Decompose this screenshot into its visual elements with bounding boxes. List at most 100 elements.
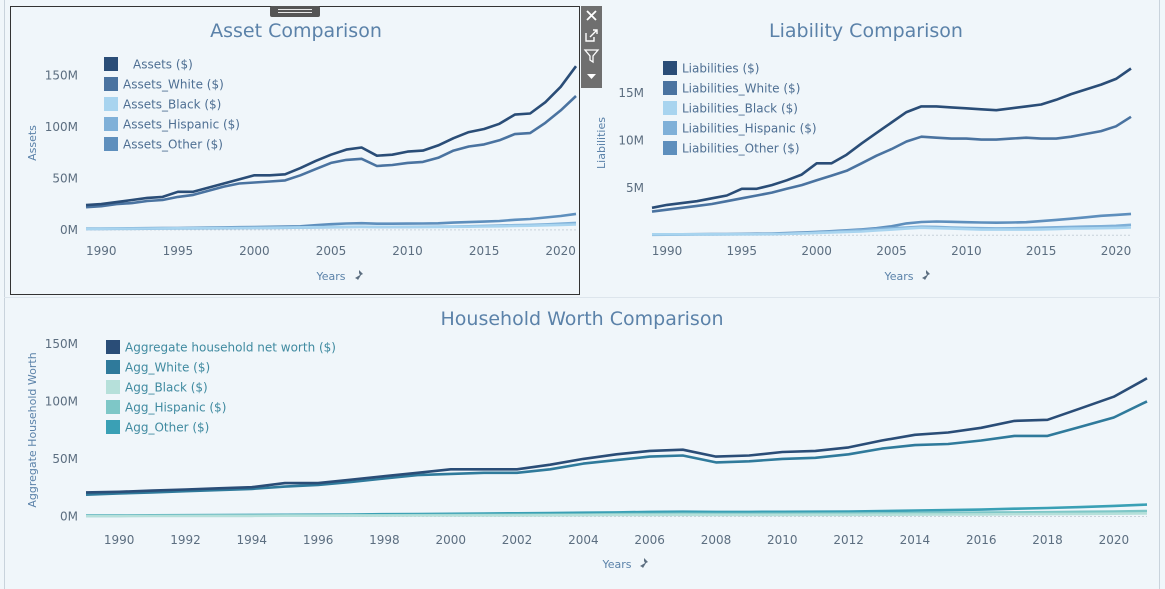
dashboard-right-edge (1159, 0, 1160, 589)
household-worth-panel[interactable]: Household Worth Comparison Aggregate Hou… (0, 298, 1160, 589)
close-icon[interactable] (581, 6, 602, 26)
x-tick-label: 2010 (392, 244, 423, 258)
x-tick-label: 1998 (369, 533, 400, 547)
series-line-agg-white[interactable] (85, 400, 1148, 496)
series-line-liabilities-white[interactable] (651, 115, 1132, 213)
x-tick-label: 2008 (701, 533, 732, 547)
legend-item-label[interactable]: Assets_Other ($) (123, 138, 223, 152)
y-axis-label: Assets (26, 125, 39, 161)
series-line-liabilities-other[interactable] (651, 212, 1132, 236)
popout-icon[interactable] (581, 26, 602, 46)
x-tick-label: 2012 (833, 533, 864, 547)
x-tick-label: 2000 (801, 244, 832, 258)
chart-title: Asset Comparison (210, 20, 382, 42)
legend-swatch[interactable] (663, 141, 677, 155)
x-tick-label: 2016 (966, 533, 997, 547)
series-line-liabilities[interactable] (651, 67, 1132, 210)
pin-icon[interactable] (355, 270, 363, 280)
y-tick-label: 10M (618, 134, 644, 148)
x-tick-label: 2005 (316, 244, 347, 258)
legend-item-label[interactable]: Agg_Black ($) (125, 381, 208, 395)
legend-item-label[interactable]: Assets ($) (133, 58, 193, 72)
chart-title: Liability Comparison (769, 20, 963, 42)
x-tick-label: 2000 (435, 533, 466, 547)
series-line-assets[interactable] (85, 65, 578, 207)
legend-item-label[interactable]: Liabilities_Black ($) (682, 102, 798, 116)
x-tick-label: 2005 (876, 244, 907, 258)
liability-comparison-panel[interactable]: Liability Comparison Liabilities Years 5… (590, 0, 1160, 297)
legend-item-label[interactable]: Liabilities ($) (682, 62, 759, 76)
y-tick-label: 50M (52, 452, 78, 466)
legend-swatch[interactable] (663, 101, 677, 115)
filter-icon[interactable] (581, 46, 602, 66)
x-tick-label: 2000 (239, 244, 270, 258)
x-tick-label: 1990 (86, 244, 117, 258)
series-line-agg-black[interactable] (86, 512, 1148, 518)
pin-icon[interactable] (640, 558, 648, 568)
y-tick-label: 100M (45, 120, 78, 134)
y-axis-label: Liabilities (595, 117, 608, 169)
legend-item-label[interactable]: Agg_Other ($) (125, 421, 209, 435)
legend-swatch[interactable] (106, 340, 120, 354)
household-worth-chart: Household Worth Comparison Aggregate Hou… (26, 308, 1148, 571)
legend-swatch[interactable] (663, 61, 677, 75)
x-tick-label: 2010 (767, 533, 798, 547)
pin-icon[interactable] (922, 270, 930, 280)
y-tick-label: 150M (45, 337, 78, 351)
y-tick-label: 15M (618, 86, 644, 100)
x-tick-label: 2014 (900, 533, 931, 547)
asset-comparison-panel[interactable]: Asset Comparison Assets Years 0M 50M 100M 1… (0, 0, 590, 297)
x-tick-label: 2020 (545, 244, 576, 258)
y-tick-label: 50M (52, 171, 78, 185)
legend-swatch[interactable] (663, 81, 677, 95)
legend-swatch[interactable] (104, 77, 118, 91)
dropdown-icon[interactable] (581, 66, 602, 86)
x-tick-label: 2020 (1099, 533, 1130, 547)
legend-swatch[interactable] (106, 420, 120, 434)
x-tick-label: 2020 (1101, 244, 1132, 258)
y-tick-label: 150M (45, 68, 78, 82)
x-tick-label: 1994 (237, 533, 268, 547)
series-line-liabilities-black[interactable] (652, 226, 1132, 236)
legend-item-label[interactable]: Agg_White ($) (125, 361, 210, 375)
y-tick-label: 0M (60, 223, 78, 237)
legend-swatch[interactable] (663, 121, 677, 135)
legend-item-label[interactable]: Aggregate household net worth ($) (125, 341, 336, 355)
x-tick-label: 1990 (652, 244, 683, 258)
legend-item-label[interactable]: Liabilities_Hispanic ($) (682, 122, 817, 136)
chart-title: Household Worth Comparison (441, 308, 724, 330)
panel-toolbar (581, 6, 602, 88)
legend-item-label[interactable]: Agg_Hispanic ($) (125, 401, 226, 415)
x-tick-label: 1996 (303, 533, 334, 547)
x-tick-label: 1990 (104, 533, 135, 547)
x-axis-label[interactable]: Years (315, 270, 345, 283)
legend-swatch[interactable] (106, 380, 120, 394)
legend-swatch[interactable] (106, 400, 120, 414)
series-line-aggregate-household-net-worth[interactable] (85, 377, 1148, 494)
x-tick-label: 2002 (502, 533, 533, 547)
x-tick-label: 2015 (1026, 244, 1057, 258)
legend-item-label[interactable]: Liabilities_Other ($) (682, 142, 800, 156)
legend-item-label[interactable]: Assets_White ($) (123, 78, 224, 92)
legend-swatch[interactable] (104, 137, 118, 151)
legend-item-label[interactable]: Assets_Hispanic ($) (123, 118, 240, 132)
legend-swatch[interactable] (106, 360, 120, 374)
x-tick-label: 2004 (568, 533, 599, 547)
legend-swatch[interactable] (104, 97, 118, 111)
legend-swatch[interactable] (104, 117, 118, 131)
x-axis-label[interactable]: Years (601, 558, 631, 571)
y-tick-label: 5M (626, 181, 644, 195)
panel-separator (4, 297, 1160, 298)
dashboard-left-edge (4, 0, 5, 589)
legend-swatch[interactable] (104, 57, 118, 71)
drag-grip-handle[interactable] (270, 6, 320, 17)
legend-item-label[interactable]: Assets_Black ($) (123, 98, 221, 112)
x-tick-label: 2010 (951, 244, 982, 258)
x-tick-label: 1995 (163, 244, 194, 258)
series-line-assets-black[interactable] (85, 223, 577, 231)
legend-item-label[interactable]: Liabilities_White ($) (682, 82, 800, 96)
series-line-assets-white[interactable] (85, 95, 577, 209)
x-axis-label[interactable]: Years (883, 270, 913, 283)
x-tick-label: 1992 (170, 533, 201, 547)
asset-chart: Asset Comparison Assets Years 0M 50M 100M 1… (26, 20, 578, 283)
